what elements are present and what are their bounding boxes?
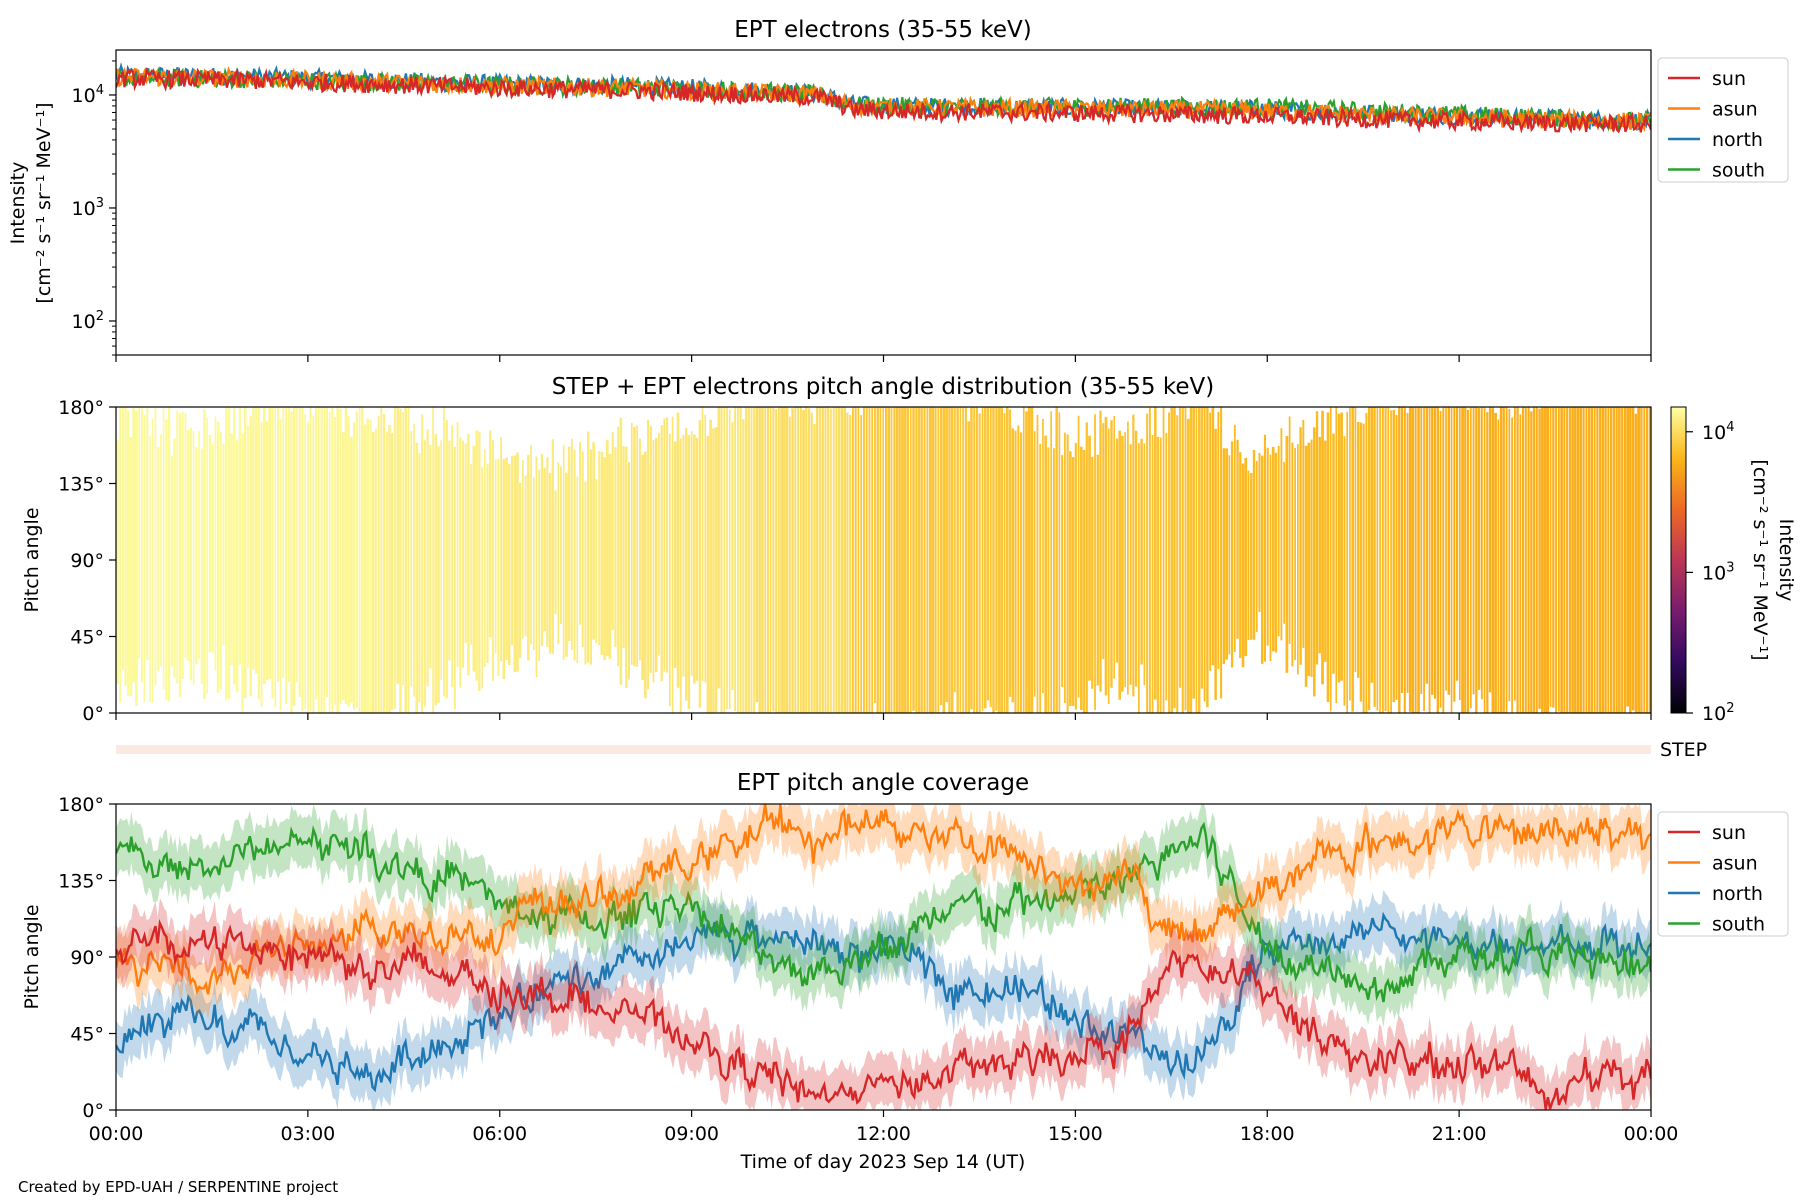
intensity-line-asun bbox=[116, 66, 1651, 134]
colorbar-label-line2: [cm⁻² s⁻¹ sr⁻¹ MeV⁻¹] bbox=[1749, 459, 1771, 660]
x-tick-label: 06:00 bbox=[472, 1123, 527, 1145]
colorbar-ticks: 102 103 104 bbox=[1686, 420, 1734, 725]
legend-label-asun: asun bbox=[1712, 99, 1758, 121]
legend-box bbox=[1657, 57, 1789, 183]
y-tick-label: 45° bbox=[70, 627, 104, 649]
panel-coverage-legend: sun asun north south bbox=[1657, 811, 1789, 937]
x-tick-label: 21:00 bbox=[1432, 1123, 1487, 1145]
panel-intensity-x-axis bbox=[115, 355, 1652, 362]
x-tick-label: 12:00 bbox=[856, 1123, 911, 1145]
step-label: STEP bbox=[1660, 739, 1707, 761]
y-tick-label: 90° bbox=[70, 947, 104, 969]
y-tick-label: 180° bbox=[58, 397, 104, 419]
step-indicator: STEP bbox=[116, 739, 1707, 761]
panel-coverage-ylabel: Pitch angle bbox=[21, 904, 43, 1009]
coverage-line-sun bbox=[116, 918, 1651, 1110]
panel-pad-ylabel: Pitch angle bbox=[21, 507, 43, 612]
panel-intensity-ylabel-line1: Intensity bbox=[7, 162, 29, 245]
panel-coverage-y-axis: 0° 45° 90° 135° 180° bbox=[58, 794, 116, 1122]
coverage-band-sun bbox=[116, 897, 1651, 1110]
y-tick-label: 102 bbox=[72, 309, 104, 333]
coverage-band-south bbox=[116, 804, 1651, 1028]
panel-intensity: EPT electrons (35-55 keV) 102 103 104 Inte… bbox=[7, 17, 1789, 362]
panel-pad-y-axis: 0° 45° 90° 135° 180° bbox=[58, 397, 116, 725]
panel-intensity-y-axis: 102 103 104 bbox=[72, 60, 116, 356]
x-tick-label: 18:00 bbox=[1240, 1123, 1295, 1145]
colorbar-label-line1: Intensity bbox=[1775, 519, 1797, 602]
panel-coverage-plot-area bbox=[116, 804, 1651, 1110]
panel-pad: STEP + EPT electrons pitch angle distrib… bbox=[21, 374, 1797, 725]
y-tick-label: 45° bbox=[70, 1024, 104, 1046]
x-tick-label: 09:00 bbox=[664, 1123, 719, 1145]
colorbar-bar bbox=[1670, 406, 1687, 714]
y-tick-label: 135° bbox=[58, 474, 104, 496]
legend-label-asun: asun bbox=[1712, 853, 1758, 875]
x-tick-label: 03:00 bbox=[280, 1123, 335, 1145]
y-tick-label: 0° bbox=[82, 703, 104, 725]
y-tick-label: 103 bbox=[72, 196, 104, 220]
y-tick-label: 180° bbox=[58, 794, 104, 816]
footer-credit: Created by EPD-UAH / SERPENTINE project bbox=[18, 1178, 338, 1196]
step-bar bbox=[116, 745, 1651, 754]
colorbar-tick-label: 104 bbox=[1702, 420, 1734, 444]
intensity-line-sun bbox=[116, 67, 1651, 135]
panel-intensity-title: EPT electrons (35-55 keV) bbox=[734, 17, 1031, 43]
coverage-line-asun bbox=[116, 804, 1651, 995]
coverage-line-south bbox=[116, 821, 1651, 1003]
panel-intensity-plot-area bbox=[116, 62, 1651, 135]
x-tick-label: 00:00 bbox=[89, 1123, 144, 1145]
legend-box bbox=[1657, 811, 1789, 937]
legend-label-south: south bbox=[1712, 914, 1765, 936]
colorbar-tick-label: 102 bbox=[1702, 701, 1734, 725]
y-tick-label: 0° bbox=[82, 1100, 104, 1122]
panel-coverage-title: EPT pitch angle coverage bbox=[737, 770, 1029, 796]
x-axis-label: Time of day 2023 Sep 14 (UT) bbox=[740, 1151, 1026, 1173]
panel-intensity-legend: sun asun north south bbox=[1657, 57, 1789, 183]
colorbar: 102 103 104 Intensity [cm⁻² s⁻¹ sr⁻¹ MeV⁻¹… bbox=[1670, 406, 1797, 725]
panel-coverage: EPT pitch angle coverage 0° 45° 90° 135° 180… bbox=[21, 770, 1789, 1145]
legend-label-north: north bbox=[1712, 883, 1763, 905]
panel-pad-x-axis bbox=[115, 713, 1652, 720]
y-tick-label: 104 bbox=[72, 83, 104, 107]
legend-label-south: south bbox=[1712, 160, 1765, 182]
panel-coverage-x-axis: 00:00 03:00 06:00 09:00 12:00 15:00 18:00 21:00… bbox=[89, 1110, 1679, 1145]
panel-intensity-frame bbox=[115, 49, 1652, 356]
panel-intensity-ylabel-line2: [cm⁻² s⁻¹ sr⁻¹ MeV⁻¹] bbox=[33, 102, 55, 303]
legend-label-north: north bbox=[1712, 129, 1763, 151]
y-tick-label: 90° bbox=[70, 550, 104, 572]
legend-label-sun: sun bbox=[1712, 822, 1746, 844]
x-tick-label: 15:00 bbox=[1048, 1123, 1103, 1145]
legend-label-sun: sun bbox=[1712, 68, 1746, 90]
panel-pad-title: STEP + EPT electrons pitch angle distrib… bbox=[552, 374, 1214, 400]
y-tick-label: 135° bbox=[58, 871, 104, 893]
colorbar-tick-label: 103 bbox=[1702, 560, 1734, 584]
panel-pad-plot-area bbox=[116, 407, 1651, 713]
coverage-band-asun bbox=[116, 804, 1651, 1020]
x-tick-label: 00:00 bbox=[1624, 1123, 1679, 1145]
